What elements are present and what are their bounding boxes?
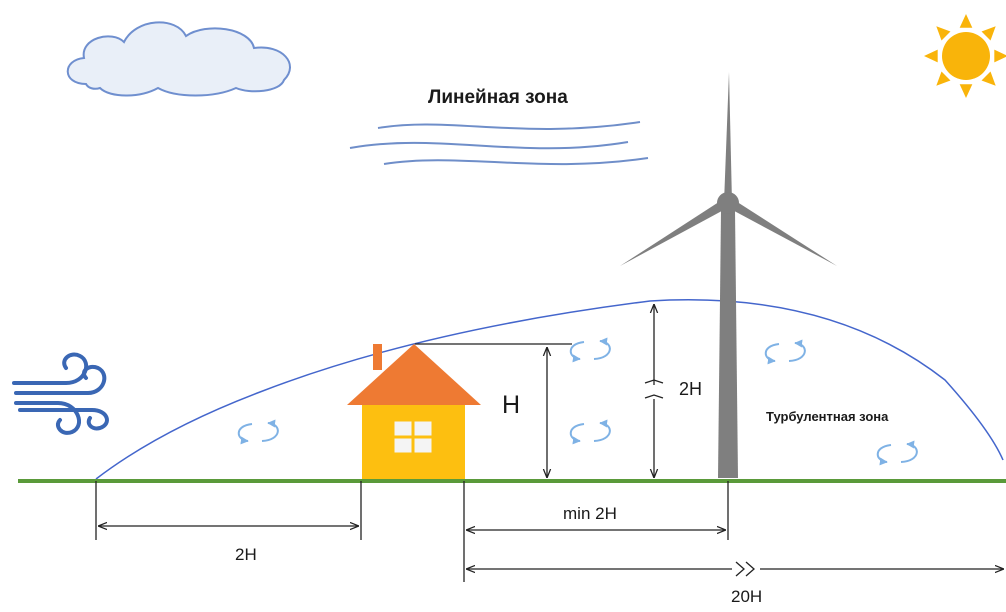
sun-ray xyxy=(936,71,951,86)
sun-ray xyxy=(994,49,1006,63)
sun-disc xyxy=(942,32,990,80)
wind-lines xyxy=(349,121,649,166)
turbulent-zone-label: Турбулентная зона xyxy=(766,409,889,424)
turbulent-boundary-curve xyxy=(95,299,1004,480)
eddy-icon xyxy=(237,419,279,445)
downwind-distance-label: 20H xyxy=(731,587,763,606)
house-window xyxy=(391,418,435,456)
eddy-icon xyxy=(569,419,611,445)
dimension-lines xyxy=(95,304,1004,582)
wind-icon xyxy=(12,352,109,435)
sun-ray xyxy=(981,71,996,86)
cloud-icon xyxy=(66,21,291,97)
sun-ray xyxy=(959,84,973,98)
sun-ray xyxy=(959,14,973,28)
sun-icon xyxy=(924,14,1006,98)
linear-zone-label: Линейная зона xyxy=(428,87,568,108)
sun-ray xyxy=(981,26,996,41)
upwind-distance-label: 2H xyxy=(235,545,257,564)
eddy-icon xyxy=(876,440,918,466)
sun-ray xyxy=(936,26,951,41)
house-height-label: H xyxy=(502,391,521,419)
min-distance-label: min 2H xyxy=(563,504,617,523)
turbulence-height-label: 2H xyxy=(679,379,703,399)
sun-ray xyxy=(924,49,938,63)
house-icon xyxy=(347,344,481,479)
eddy-icon xyxy=(764,339,806,365)
eddy-icon xyxy=(569,337,611,363)
wind-turbine-icon xyxy=(620,72,837,478)
